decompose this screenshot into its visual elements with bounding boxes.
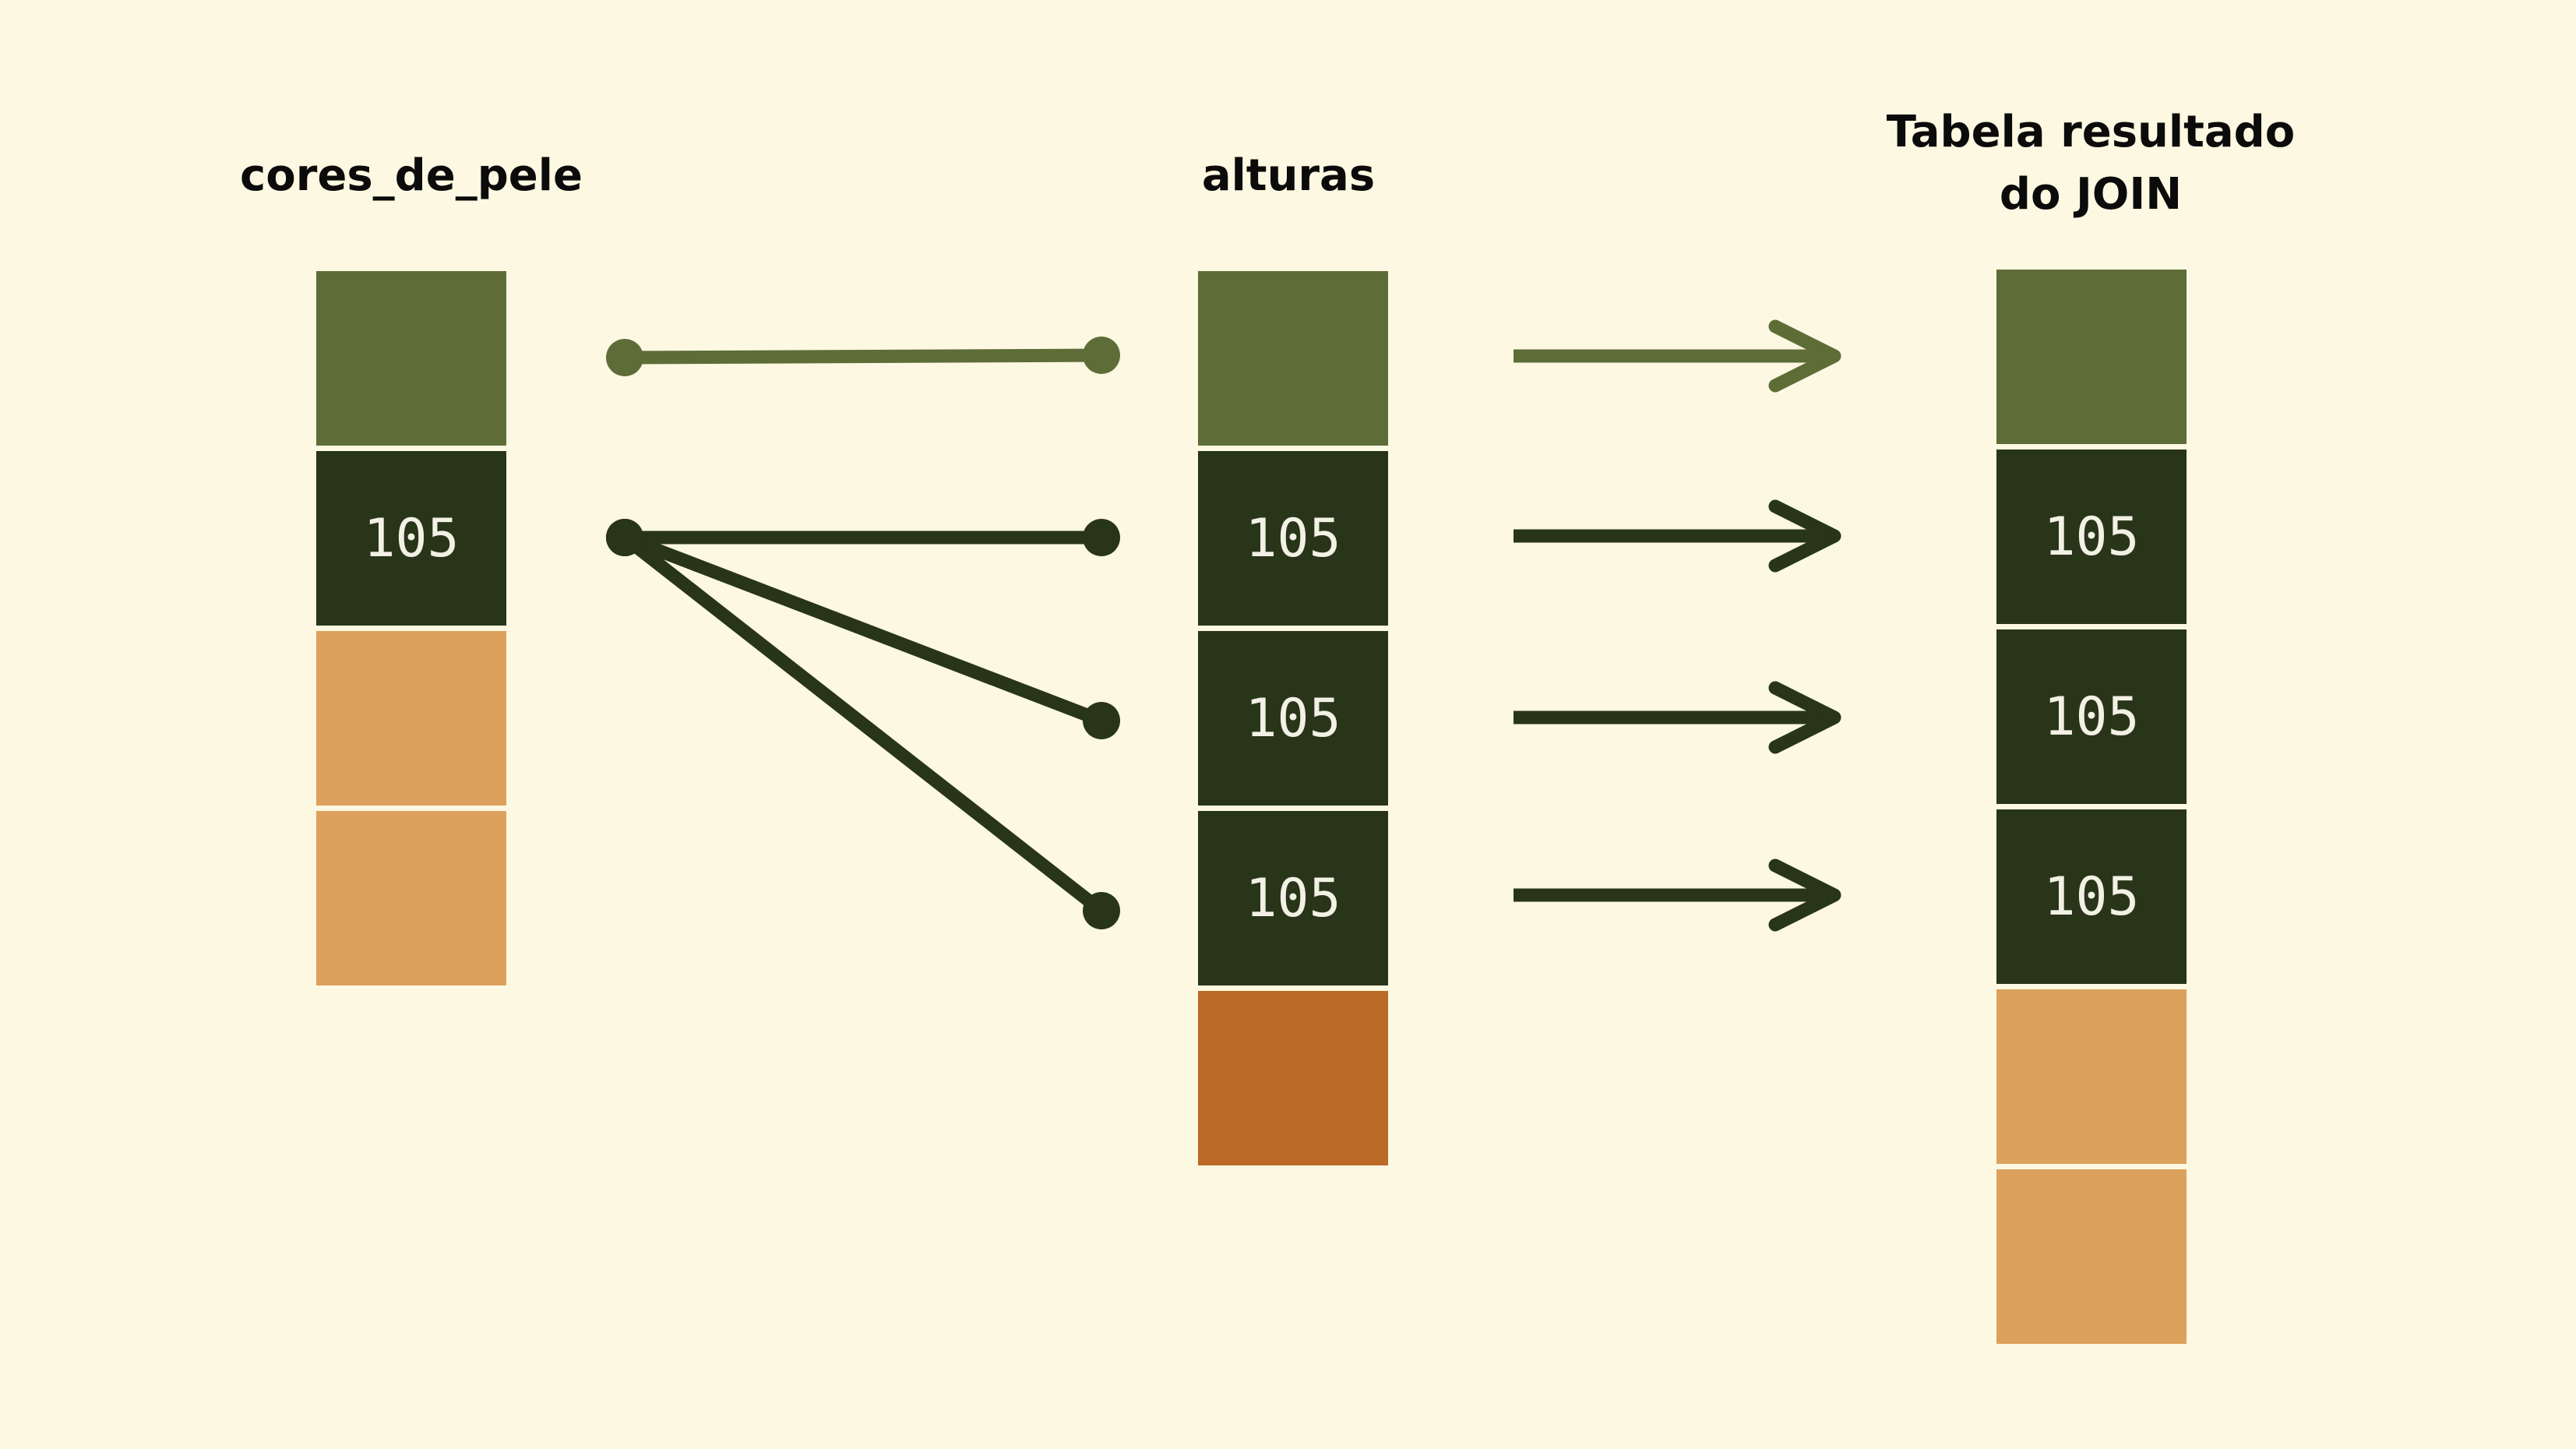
left-table-row <box>316 631 506 806</box>
right-table-row <box>1996 989 2187 1164</box>
result-arrow <box>1514 319 1841 393</box>
join-link-line <box>618 348 1108 365</box>
result-arrow <box>1514 858 1841 932</box>
left-table-row <box>316 811 506 985</box>
join-link-endpoint <box>606 339 643 376</box>
join-link-endpoint <box>1083 892 1120 929</box>
middle-table-row <box>1198 271 1388 446</box>
left-table-title: cores_de_pele <box>240 150 583 201</box>
right-row-value: 105 <box>2043 506 2140 568</box>
result-arrow <box>1514 681 1841 754</box>
middle-row-value: 105 <box>1245 867 1341 929</box>
right-table-row: 105 <box>1996 629 2187 804</box>
middle-table-row: 105 <box>1198 631 1388 806</box>
result-table-title-line2: do JOIN <box>1999 169 2183 220</box>
join-link-endpoint <box>606 519 643 556</box>
right-row-value: 105 <box>2043 866 2140 928</box>
left-table-row <box>316 271 506 446</box>
join-link-endpoint <box>1083 519 1120 556</box>
right-table-row: 105 <box>1996 450 2187 624</box>
right-table-row <box>1996 270 2187 444</box>
middle-table-title: alturas <box>1201 150 1376 201</box>
left-table-row: 105 <box>316 451 506 626</box>
right-row-value: 105 <box>2043 686 2140 748</box>
right-table-row: 105 <box>1996 809 2187 984</box>
join-link-line <box>618 531 1108 918</box>
middle-table-row: 105 <box>1198 451 1388 626</box>
middle-row-value: 105 <box>1245 507 1341 569</box>
result-table-title-line1: Tabela resultado <box>1886 107 2296 157</box>
join-link-line <box>618 531 1108 728</box>
middle-table-row: 105 <box>1198 811 1388 985</box>
result-arrow <box>1514 499 1841 573</box>
middle-row-value: 105 <box>1245 687 1341 749</box>
middle-table-row <box>1198 991 1388 1165</box>
join-link-endpoint <box>1083 337 1120 374</box>
left-row-value: 105 <box>363 507 460 569</box>
join-link-endpoint <box>1083 702 1120 739</box>
right-table-row <box>1996 1169 2187 1344</box>
